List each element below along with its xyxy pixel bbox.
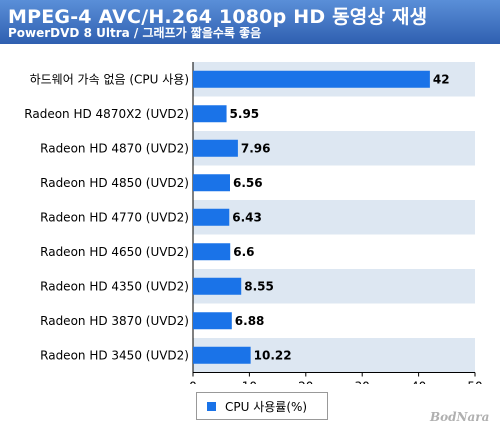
category-label: Radeon HD 4870X2 (UVD2) [24, 107, 189, 121]
bar [193, 243, 231, 261]
category-label: Radeon HD 4850 (UVD2) [40, 176, 189, 190]
x-tick-label: 10 [242, 380, 257, 385]
x-tick-label: 50 [467, 380, 482, 385]
value-label: 6.43 [232, 210, 262, 224]
x-tick-label: 20 [298, 380, 313, 385]
value-label: 7.96 [241, 141, 271, 155]
chart-title: MPEG-4 AVC/H.264 1080p HD 동영상 재생 [8, 6, 428, 28]
value-label: 5.95 [230, 107, 260, 121]
bar [193, 346, 251, 364]
row-band [193, 200, 475, 235]
x-tick-label: 40 [411, 380, 426, 385]
watermark-logo: BodNara [430, 410, 490, 424]
bar [193, 277, 242, 295]
chart-subtitle: PowerDVD 8 Ultra / 그래프가 짧을수록 좋음 [8, 26, 262, 40]
category-label: Radeon HD 3870 (UVD2) [40, 314, 189, 328]
x-tick-label: 30 [355, 380, 370, 385]
bar [193, 174, 230, 192]
bar [193, 208, 230, 226]
legend-swatch [207, 402, 216, 411]
category-label: Radeon HD 4350 (UVD2) [40, 279, 189, 293]
category-label: Radeon HD 4650 (UVD2) [40, 245, 189, 259]
legend-label: CPU 사용률(%) [225, 400, 308, 414]
value-label: 42 [433, 72, 450, 86]
chart-header: MPEG-4 AVC/H.264 1080p HD 동영상 재생 PowerDV… [0, 0, 500, 44]
x-tick-label: 0 [189, 380, 197, 385]
bar [193, 312, 232, 330]
value-label: 6.6 [233, 245, 254, 259]
bar [193, 105, 227, 123]
bar [193, 70, 430, 88]
value-label: 8.55 [244, 279, 274, 293]
category-label: 하드웨어 가속 없음 (CPU 사용) [30, 72, 189, 86]
category-label: Radeon HD 3450 (UVD2) [40, 348, 189, 362]
value-label: 6.88 [235, 314, 265, 328]
bar-chart: 0 10 20 30 40 50 하드웨어 가속 없음 (CPU 사용) 42 Radeon H… [24, 62, 483, 385]
row-band [193, 131, 475, 166]
chart-legend: CPU 사용률(%) [196, 392, 328, 420]
value-label: 10.22 [254, 348, 292, 362]
category-label: Radeon HD 4770 (UVD2) [40, 210, 189, 224]
value-label: 6.56 [233, 176, 263, 190]
category-label: Radeon HD 4870 (UVD2) [40, 141, 189, 155]
bar [193, 139, 238, 157]
